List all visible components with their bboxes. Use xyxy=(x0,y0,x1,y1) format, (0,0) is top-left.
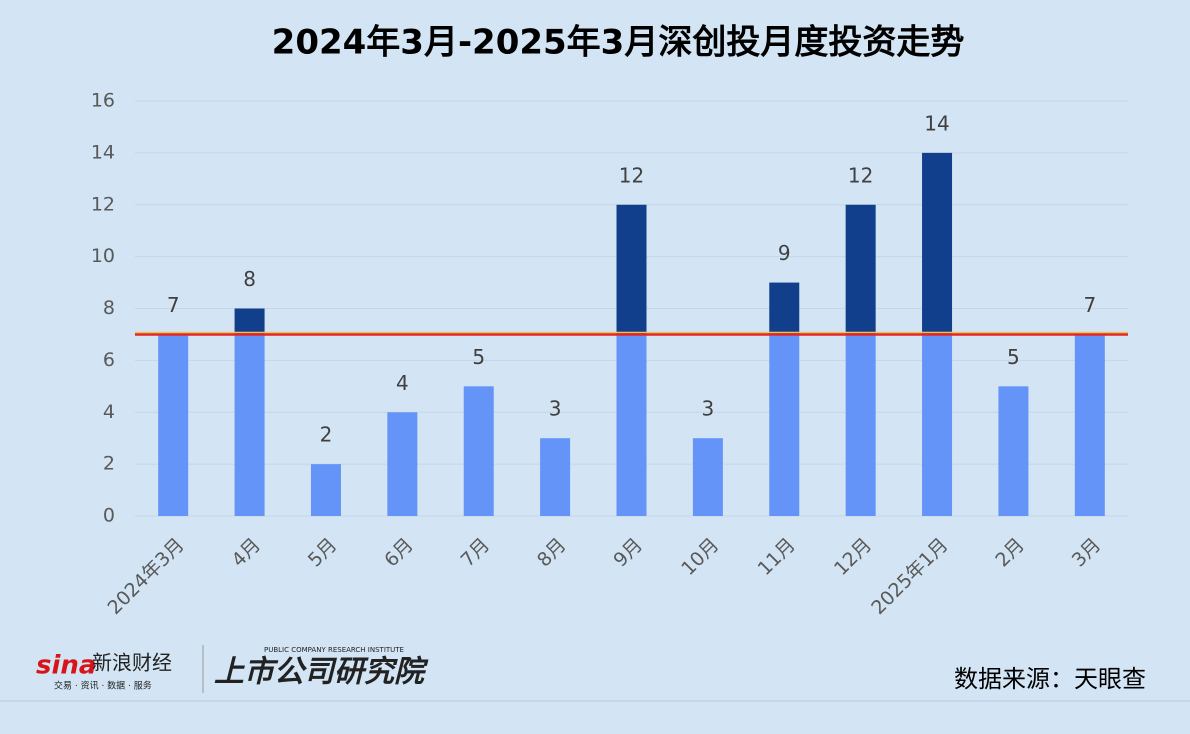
bar-above-reference xyxy=(845,204,876,335)
institute: 上市公司研究院 xyxy=(214,655,429,690)
x-tick-label: 9月 xyxy=(609,534,647,572)
value-label: 3 xyxy=(702,397,715,421)
x-tick-label: 2024年3月 xyxy=(103,534,188,619)
y-tick-label: 16 xyxy=(91,90,115,112)
bar xyxy=(463,386,494,516)
bar xyxy=(540,438,571,516)
value-label: 2 xyxy=(320,423,333,447)
bar-above-reference xyxy=(616,204,647,335)
x-tick-label: 11月 xyxy=(754,534,800,580)
value-label: 14 xyxy=(924,111,949,135)
bar xyxy=(387,412,418,516)
bar xyxy=(769,334,800,516)
source: 数据来源：天眼查 xyxy=(954,665,1146,693)
value-label: 8 xyxy=(243,267,256,291)
y-tick-label: 0 xyxy=(103,505,115,527)
sina-logo: sina xyxy=(36,651,96,681)
y-tick-label: 14 xyxy=(91,141,115,163)
value-label: 9 xyxy=(778,241,791,265)
x-tick-label: 10月 xyxy=(677,534,723,580)
value-label: 5 xyxy=(1007,345,1020,369)
y-tick-label: 2 xyxy=(103,453,115,475)
value-label: 12 xyxy=(848,163,873,187)
bar xyxy=(310,464,341,516)
x-tick-label: 4月 xyxy=(227,534,265,572)
chart-title: 2024年3月-2025年3月深创投月度投资走势 xyxy=(272,23,965,63)
x-tick-label: 2月 xyxy=(991,534,1029,572)
bar xyxy=(998,386,1029,516)
x-tick-label: 6月 xyxy=(380,534,418,572)
value-label: 12 xyxy=(619,163,644,187)
x-tick-label: 7月 xyxy=(457,534,495,572)
bar xyxy=(616,334,647,516)
y-tick-label: 4 xyxy=(103,401,115,423)
bar xyxy=(1074,334,1105,516)
x-tick-label: 3月 xyxy=(1068,534,1106,572)
x-tick-label: 8月 xyxy=(533,534,571,572)
bar xyxy=(845,334,876,516)
value-label: 7 xyxy=(167,293,180,317)
bar xyxy=(922,334,953,516)
y-tick-label: 6 xyxy=(103,349,115,371)
bar xyxy=(158,334,189,516)
x-tick-label: 2025年1月 xyxy=(867,534,952,619)
value-label: 4 xyxy=(396,371,409,395)
y-tick-label: 8 xyxy=(103,297,115,319)
sina-name: 新浪财经 xyxy=(92,651,172,675)
bar-above-reference xyxy=(769,282,800,335)
sina-slogan: 交易 · 资讯 · 数据 · 服务 xyxy=(54,680,152,692)
y-tick-label: 10 xyxy=(91,245,115,267)
value-label: 3 xyxy=(549,397,562,421)
y-tick-label: 12 xyxy=(91,193,115,215)
bar xyxy=(234,334,265,516)
value-label: 7 xyxy=(1083,293,1096,317)
x-tick-label: 12月 xyxy=(830,534,876,580)
bar-above-reference xyxy=(922,152,953,335)
branding: sina 新浪财经 交易 · 资讯 · 数据 · 服务 PUBLIC COMPA… xyxy=(36,645,429,693)
bar-above-reference xyxy=(234,308,265,335)
value-label: 5 xyxy=(472,345,485,369)
institute-en: PUBLIC COMPANY RESEARCH INSTITUTE xyxy=(264,646,404,654)
bar xyxy=(692,438,723,516)
x-tick-label: 5月 xyxy=(304,534,342,572)
